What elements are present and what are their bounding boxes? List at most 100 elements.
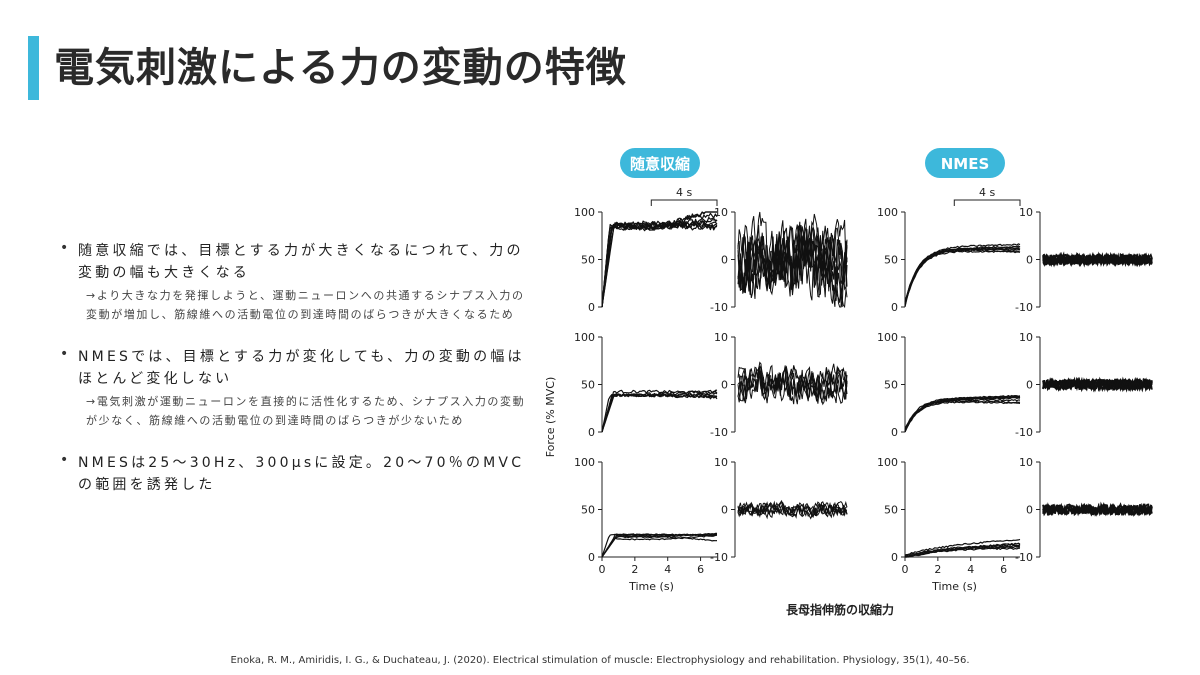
detrended-y-tick-label: 10 xyxy=(1019,206,1033,219)
force-y-tick-label: 50 xyxy=(581,254,595,267)
detrended-y-tick-label: 0 xyxy=(1026,379,1033,392)
bullet-text: NMESでは、目標とする力が変化しても、力の変動の幅はほとんど変化しない xyxy=(78,349,525,387)
x-axis-label: Time (s) xyxy=(628,580,674,593)
force-trace xyxy=(904,398,1021,431)
force-y-tick-label: 0 xyxy=(588,301,595,314)
detrended-y-tick-label: 10 xyxy=(714,456,728,469)
detrended-y-tick-label: 0 xyxy=(1026,504,1033,517)
force-trace xyxy=(601,535,718,558)
force-y-tick-label: 0 xyxy=(891,426,898,439)
force-trace xyxy=(601,220,718,308)
detrended-trace xyxy=(1042,251,1153,268)
bullet-text: NMESは25～30Hz、300µsに設定。20～70％のMVCの範囲を誘発した xyxy=(78,455,525,493)
force-x-tick-label: 0 xyxy=(902,563,909,576)
force-y-tick-label: 50 xyxy=(581,379,595,392)
force-y-tick-label: 50 xyxy=(581,504,595,517)
detrended-y-tick-label: -10 xyxy=(710,301,728,314)
page-title: 電気刺激による力の変動の特徴 xyxy=(54,45,627,91)
detrended-trace xyxy=(737,363,848,403)
force-y-tick-label: 100 xyxy=(877,456,898,469)
detrended-y-tick-label: 0 xyxy=(721,504,728,517)
title-accent-bar xyxy=(28,36,39,100)
scale-bar xyxy=(953,199,1021,206)
force-x-tick-label: 4 xyxy=(967,563,974,576)
bullet-item: 随意収縮では、目標とする力が大きくなるにつれて、力の変動の幅も大きくなる →より… xyxy=(60,240,530,324)
detrended-y-tick-label: 0 xyxy=(721,254,728,267)
force-x-tick-label: 6 xyxy=(1000,563,1007,576)
force-trace xyxy=(904,247,1021,303)
detrended-y-tick-label: 0 xyxy=(721,379,728,392)
force-trace xyxy=(601,222,717,308)
force-y-tick-label: 0 xyxy=(891,551,898,564)
force-trace xyxy=(904,245,1021,306)
detrended-trace xyxy=(737,221,848,308)
force-y-tick-label: 100 xyxy=(877,206,898,219)
detrended-trace xyxy=(1042,376,1153,393)
detrended-y-tick-label: 0 xyxy=(1026,254,1033,267)
bullet-text: 随意収縮では、目標とする力が大きくなるにつれて、力の変動の幅も大きくなる xyxy=(78,243,524,281)
force-y-tick-label: 0 xyxy=(891,301,898,314)
force-y-tick-label: 100 xyxy=(574,456,595,469)
x-axis-label: Time (s) xyxy=(931,580,977,593)
detrended-y-tick-label: 10 xyxy=(714,206,728,219)
bullet-subtext: →電気刺激が運動ニューロンを直接的に活性化するため、シナプス入力の変動が少なく、… xyxy=(86,395,526,427)
force-trace xyxy=(904,249,1021,305)
detrended-y-tick-label: -10 xyxy=(710,426,728,439)
force-y-tick-label: 0 xyxy=(588,551,595,564)
scale-bar xyxy=(650,199,718,206)
force-trace xyxy=(904,538,1021,556)
group-badge-label: NMES xyxy=(941,155,990,173)
detrended-y-tick-label: -10 xyxy=(1015,426,1033,439)
force-x-tick-label: 2 xyxy=(934,563,941,576)
force-x-tick-label: 2 xyxy=(631,563,638,576)
force-trace xyxy=(904,246,1021,307)
bullet-subtext: →より大きな力を発揮しようと、運動ニューロンへの共通するシナプス入力の変動が増加… xyxy=(86,289,525,321)
force-trace xyxy=(601,533,718,558)
force-y-tick-label: 50 xyxy=(884,379,898,392)
detrended-y-tick-label: 10 xyxy=(1019,456,1033,469)
group-badge xyxy=(620,148,700,178)
figure-caption: 長母指伸筋の収縮力 xyxy=(786,602,894,617)
detrended-y-tick-label: -10 xyxy=(1015,301,1033,314)
scale-bar-label: 4 s xyxy=(979,186,995,199)
bullet-item: NMESは25～30Hz、300µsに設定。20～70％のMVCの範囲を誘発した xyxy=(60,452,530,496)
force-trace xyxy=(904,400,1021,431)
bullet-list: 随意収縮では、目標とする力が大きくなるにつれて、力の変動の幅も大きくなる →より… xyxy=(60,240,530,518)
force-trace xyxy=(904,545,1021,558)
force-x-tick-label: 6 xyxy=(697,563,704,576)
force-trace xyxy=(601,391,718,433)
force-trace xyxy=(601,393,717,433)
force-trace xyxy=(904,247,1021,306)
scale-bar-label: 4 s xyxy=(676,186,692,199)
detrended-trace xyxy=(1042,502,1153,517)
force-y-tick-label: 100 xyxy=(574,331,595,344)
force-trace xyxy=(601,393,718,433)
detrended-trace xyxy=(737,365,848,404)
citation: Enoka, R. M., Amiridis, I. G., & Duchate… xyxy=(230,655,970,666)
force-trace xyxy=(904,543,1021,557)
detrended-y-tick-label: -10 xyxy=(710,551,728,564)
force-y-tick-label: 50 xyxy=(884,254,898,267)
force-x-tick-label: 4 xyxy=(664,563,671,576)
bullet-item: NMESでは、目標とする力が変化しても、力の変動の幅はほとんど変化しない →電気… xyxy=(60,346,530,430)
force-trace xyxy=(904,395,1021,431)
group-badge-label: 随意収縮 xyxy=(630,155,690,173)
detrended-y-tick-label: 10 xyxy=(1019,331,1033,344)
detrended-trace xyxy=(737,501,848,518)
force-trace xyxy=(904,248,1020,304)
force-trace xyxy=(601,393,718,433)
force-y-tick-label: 100 xyxy=(877,331,898,344)
force-trace xyxy=(601,216,718,308)
detrended-y-tick-label: -10 xyxy=(1015,551,1033,564)
force-y-tick-label: 100 xyxy=(574,206,595,219)
force-trace xyxy=(601,219,718,308)
force-trace xyxy=(601,223,718,308)
force-trace xyxy=(601,221,718,308)
force-trace xyxy=(601,534,718,558)
detrended-y-tick-label: 10 xyxy=(714,331,728,344)
group-badge xyxy=(925,148,1005,178)
force-trace xyxy=(904,243,1021,304)
y-axis-label: Force (% MVC) xyxy=(544,377,557,458)
detrended-trace xyxy=(737,224,848,298)
